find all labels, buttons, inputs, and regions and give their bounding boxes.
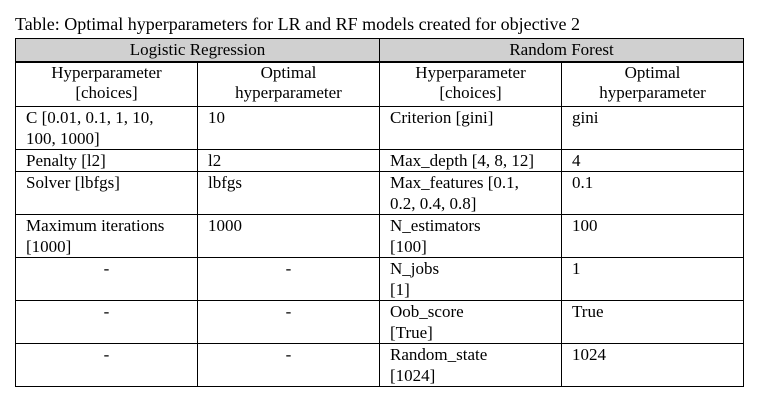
rf-hyperparameter-header-line1: Hyperparameter (415, 63, 526, 82)
lr-optimal-cell: l2 (196, 149, 381, 172)
rf-param-cell: Criterion [gini] (379, 106, 563, 150)
lr-optimal-header: Optimal hyperparameter (196, 61, 381, 107)
rf-optimal-cell: 4 (561, 149, 745, 172)
rf-optimal-cell: 100 (561, 214, 745, 258)
lr-param-text: Solver [lbfgs] (26, 173, 120, 192)
rf-param-text: 0.2, 0.4, 0.8] (390, 194, 477, 213)
rf-param-cell: Max_depth [4, 8, 12] (379, 149, 563, 172)
lr-param-text: 100, 1000] (26, 129, 100, 148)
table-row: Maximum iterations [1000] 1000 N_estimat… (15, 214, 745, 258)
lr-optimal-cell: - (196, 343, 381, 387)
lr-param-text: [1000] (26, 237, 72, 256)
lr-param-text: - (103, 345, 110, 364)
lr-param-cell: - (15, 343, 198, 387)
rf-param-text: Oob_score (390, 302, 464, 321)
lr-param-cell: Solver [lbfgs] (15, 171, 198, 215)
rf-param-cell: Random_state [1024] (379, 343, 563, 387)
group-header-random-forest: Random Forest (379, 38, 745, 63)
rf-optimal-cell: 0.1 (561, 171, 745, 215)
rf-hyperparameter-header-line2: [choices] (439, 83, 502, 102)
rf-param-cell: Oob_score [True] (379, 300, 563, 344)
rf-param-text: Criterion [gini] (390, 108, 494, 127)
lr-param-text: Maximum iterations (26, 216, 165, 235)
rf-optimal-cell: True (561, 300, 745, 344)
rf-param-text: Max_features [0.1, (390, 173, 519, 192)
rf-param-text: Random_state (390, 345, 488, 364)
lr-optimal-cell: 10 (196, 106, 381, 150)
rf-param-cell: N_estimators [100] (379, 214, 563, 258)
table-row: - - Random_state [1024] 1024 (15, 343, 745, 387)
table-row: C [0.01, 0.1, 1, 10, 100, 1000] 10 Crite… (15, 106, 745, 150)
rf-param-text: [100] (390, 237, 427, 256)
rf-param-cell: Max_features [0.1, 0.2, 0.4, 0.8] (379, 171, 563, 215)
group-header-row: Logistic Regression Random Forest (14, 38, 745, 63)
table-caption: Table: Optimal hyperparameters for LR an… (15, 14, 581, 34)
rf-optimal-header-line2: hyperparameter (599, 83, 706, 102)
lr-param-text: Penalty [l2] (26, 151, 106, 170)
lr-param-cell: - (15, 257, 198, 301)
rf-optimal-cell: 1024 (561, 343, 745, 387)
rf-param-text: N_jobs (390, 259, 440, 278)
table-row: - - N_jobs [1] 1 (15, 257, 745, 301)
rf-param-text: N_estimators (390, 216, 481, 235)
rf-optimal-header: Optimal hyperparameter (561, 61, 745, 107)
rf-param-cell: N_jobs [1] (379, 257, 563, 301)
rf-optimal-header-line1: Optimal (624, 63, 681, 82)
rf-param-text: [1024] (390, 366, 436, 385)
group-header-logistic-regression: Logistic Regression (14, 38, 381, 63)
lr-param-cell: C [0.01, 0.1, 1, 10, 100, 1000] (15, 106, 198, 150)
rf-optimal-cell: 1 (561, 257, 745, 301)
hyperparameter-table: Logistic Regression Random Forest Hyperp… (14, 38, 745, 387)
lr-optimal-header-line2: hyperparameter (235, 83, 342, 102)
table-row: Solver [lbfgs] lbfgs Max_features [0.1, … (15, 171, 745, 215)
lr-optimal-cell: - (196, 300, 381, 344)
lr-hyperparameter-header-line2: [choices] (75, 83, 138, 102)
lr-param-text: - (103, 302, 110, 321)
rf-hyperparameter-header: Hyperparameter [choices] (379, 61, 563, 107)
lr-hyperparameter-header-line1: Hyperparameter (51, 63, 162, 82)
lr-optimal-cell: - (196, 257, 381, 301)
lr-optimal-header-line1: Optimal (260, 63, 317, 82)
lr-param-cell: - (15, 300, 198, 344)
sub-header-row: Hyperparameter [choices] Optimal hyperpa… (15, 61, 745, 107)
rf-optimal-cell: gini (561, 106, 745, 150)
lr-param-cell: Penalty [l2] (15, 149, 198, 172)
lr-param-text: C [0.01, 0.1, 1, 10, (26, 108, 154, 127)
lr-hyperparameter-header: Hyperparameter [choices] (15, 61, 198, 107)
rf-param-text: Max_depth [4, 8, 12] (390, 151, 535, 170)
lr-optimal-cell: 1000 (196, 214, 381, 258)
lr-param-text: - (103, 259, 110, 278)
lr-optimal-cell: lbfgs (196, 171, 381, 215)
lr-param-cell: Maximum iterations [1000] (15, 214, 198, 258)
table-row: - - Oob_score [True] True (15, 300, 745, 344)
rf-param-text: [1] (390, 280, 410, 299)
rf-param-text: [True] (390, 323, 433, 342)
table-row: Penalty [l2] l2 Max_depth [4, 8, 12] 4 (15, 149, 745, 172)
